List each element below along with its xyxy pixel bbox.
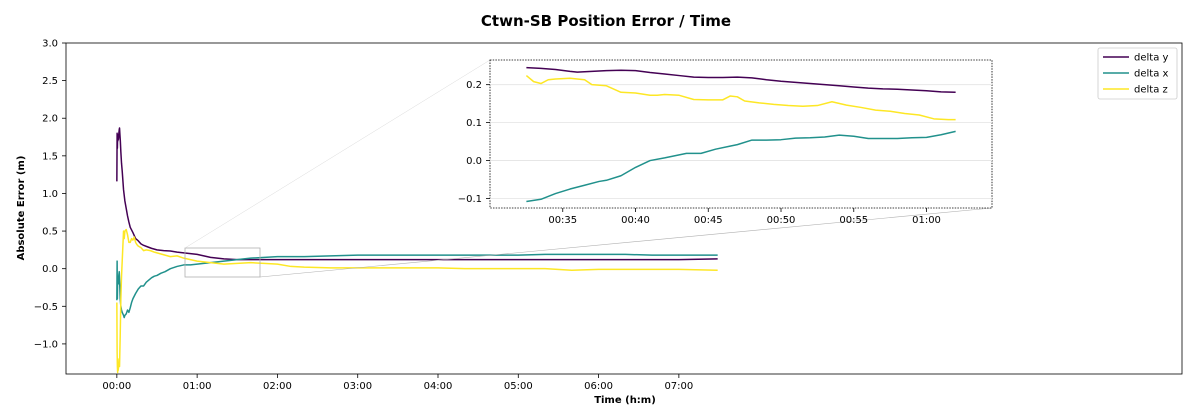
inset-y-tick-label: −0.1 bbox=[458, 194, 482, 205]
legend: delta y delta x delta z bbox=[1097, 47, 1178, 100]
x-tick-label: 00:00 bbox=[102, 381, 131, 392]
y-tick-label: 2.0 bbox=[42, 114, 58, 125]
y-axis-label: Absolute Error (m) bbox=[16, 156, 27, 261]
y-tick-label: 0.0 bbox=[42, 264, 58, 275]
inset-axis-ticks: −0.1 0.0 0.1 0.2 00:35 00:40 00:45 00:50 00:55 01… bbox=[458, 80, 992, 226]
legend-box bbox=[1097, 47, 1178, 100]
legend-label: delta x bbox=[1134, 69, 1169, 80]
x-tick-label: 02:00 bbox=[263, 381, 292, 392]
main-axis-ticks: 00:00 01:00 02:00 03:00 04:00 05:00 06:00 07:00… bbox=[34, 39, 694, 393]
x-axis-label: Time (h:m) bbox=[594, 395, 656, 406]
x-tick-label: 01:00 bbox=[183, 381, 212, 392]
inset-series-line-delta-z bbox=[525, 74, 956, 121]
main-series-lines bbox=[116, 127, 718, 374]
inset-y-tick-label: 0.0 bbox=[466, 156, 482, 167]
zoom-connector-line bbox=[184, 59, 491, 249]
inset-x-tick-label: 00:40 bbox=[621, 215, 650, 226]
zoom-region-indicator bbox=[184, 247, 261, 278]
inset-axes: −0.1 0.0 0.1 0.2 00:35 00:40 00:45 00:50 00:55 01… bbox=[458, 59, 993, 226]
x-tick-label: 06:00 bbox=[584, 381, 613, 392]
y-tick-label: −0.5 bbox=[34, 302, 58, 313]
inset-x-tick-label: 01:00 bbox=[912, 215, 941, 226]
x-tick-label: 04:00 bbox=[424, 381, 453, 392]
series-line-delta-z bbox=[116, 228, 718, 374]
inset-x-tick-label: 00:50 bbox=[767, 215, 796, 226]
y-tick-label: 1.5 bbox=[42, 151, 58, 162]
inset-x-tick-label: 00:45 bbox=[694, 215, 723, 226]
inset-series-line-delta-x bbox=[526, 130, 956, 203]
inset-y-tick-label: 0.2 bbox=[466, 80, 482, 91]
zoom-connector-line bbox=[259, 207, 993, 278]
y-tick-label: 0.5 bbox=[42, 227, 58, 238]
legend-items: delta y delta x delta z bbox=[1103, 53, 1169, 96]
series-line-delta-y bbox=[116, 127, 718, 261]
inset-x-tick-label: 00:55 bbox=[839, 215, 868, 226]
inset-series-line-delta-y bbox=[526, 66, 956, 94]
y-tick-label: 1.0 bbox=[42, 189, 58, 200]
inset-series-lines bbox=[525, 66, 956, 203]
y-tick-label: −1.0 bbox=[34, 339, 58, 350]
inset-plot-frame bbox=[489, 59, 993, 209]
x-tick-label: 03:00 bbox=[343, 381, 372, 392]
chart-title: Ctwn-SB Position Error / Time bbox=[481, 12, 731, 30]
inset-y-tick-label: 0.1 bbox=[466, 118, 482, 129]
y-tick-label: 3.0 bbox=[42, 39, 58, 50]
inset-x-tick-label: 00:35 bbox=[548, 215, 577, 226]
x-tick-label: 07:00 bbox=[664, 381, 693, 392]
legend-label: delta z bbox=[1134, 85, 1168, 96]
x-tick-label: 05:00 bbox=[504, 381, 533, 392]
y-tick-label: 2.5 bbox=[42, 76, 58, 87]
legend-label: delta y bbox=[1134, 53, 1169, 64]
